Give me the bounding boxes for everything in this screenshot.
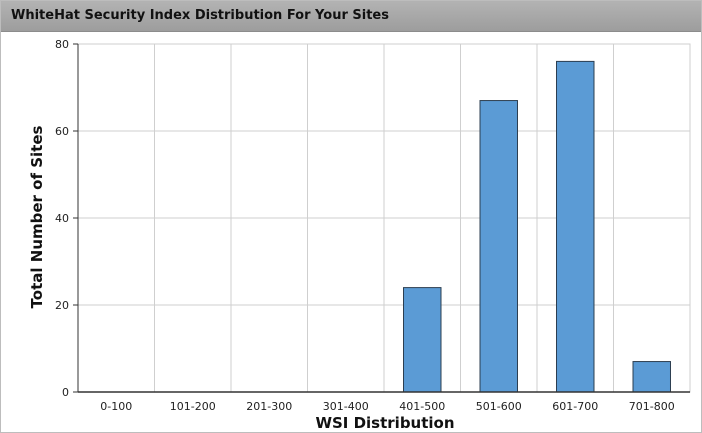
x-tick-label: 401-500 xyxy=(399,400,445,413)
x-tick-label: 301-400 xyxy=(323,400,369,413)
bar-601-700 xyxy=(556,60,595,393)
grid-layer xyxy=(77,43,691,393)
y-tick-label: 60 xyxy=(55,125,69,138)
x-tick-label: 501-600 xyxy=(476,400,522,413)
bar-401-500 xyxy=(403,287,442,393)
y-axis-title: Total Number of Sites xyxy=(28,126,46,309)
x-tick-label: 701-800 xyxy=(629,400,675,413)
y-tick-label: 20 xyxy=(55,299,69,312)
x-tick-label: 601-700 xyxy=(552,400,598,413)
x-tick-label: 201-300 xyxy=(246,400,292,413)
bars-layer xyxy=(403,60,671,393)
x-axis-title: WSI Distribution xyxy=(315,414,454,432)
bar-701-800 xyxy=(632,361,671,393)
axes-layer xyxy=(73,43,690,393)
panel-header: WhiteHat Security Index Distribution For… xyxy=(1,1,701,32)
labels-layer: 0 20 40 60 80 0-100 101-200 201-300 301-400 401-5… xyxy=(55,38,675,413)
panel-title: WhiteHat Security Index Distribution For… xyxy=(11,8,389,23)
bar-501-600 xyxy=(479,100,518,393)
x-tick-label: 0-100 xyxy=(100,400,132,413)
y-tick-label: 0 xyxy=(62,386,69,399)
y-tick-label: 80 xyxy=(55,38,69,51)
x-tick-label: 101-200 xyxy=(170,400,216,413)
y-tick-label: 40 xyxy=(55,212,69,225)
